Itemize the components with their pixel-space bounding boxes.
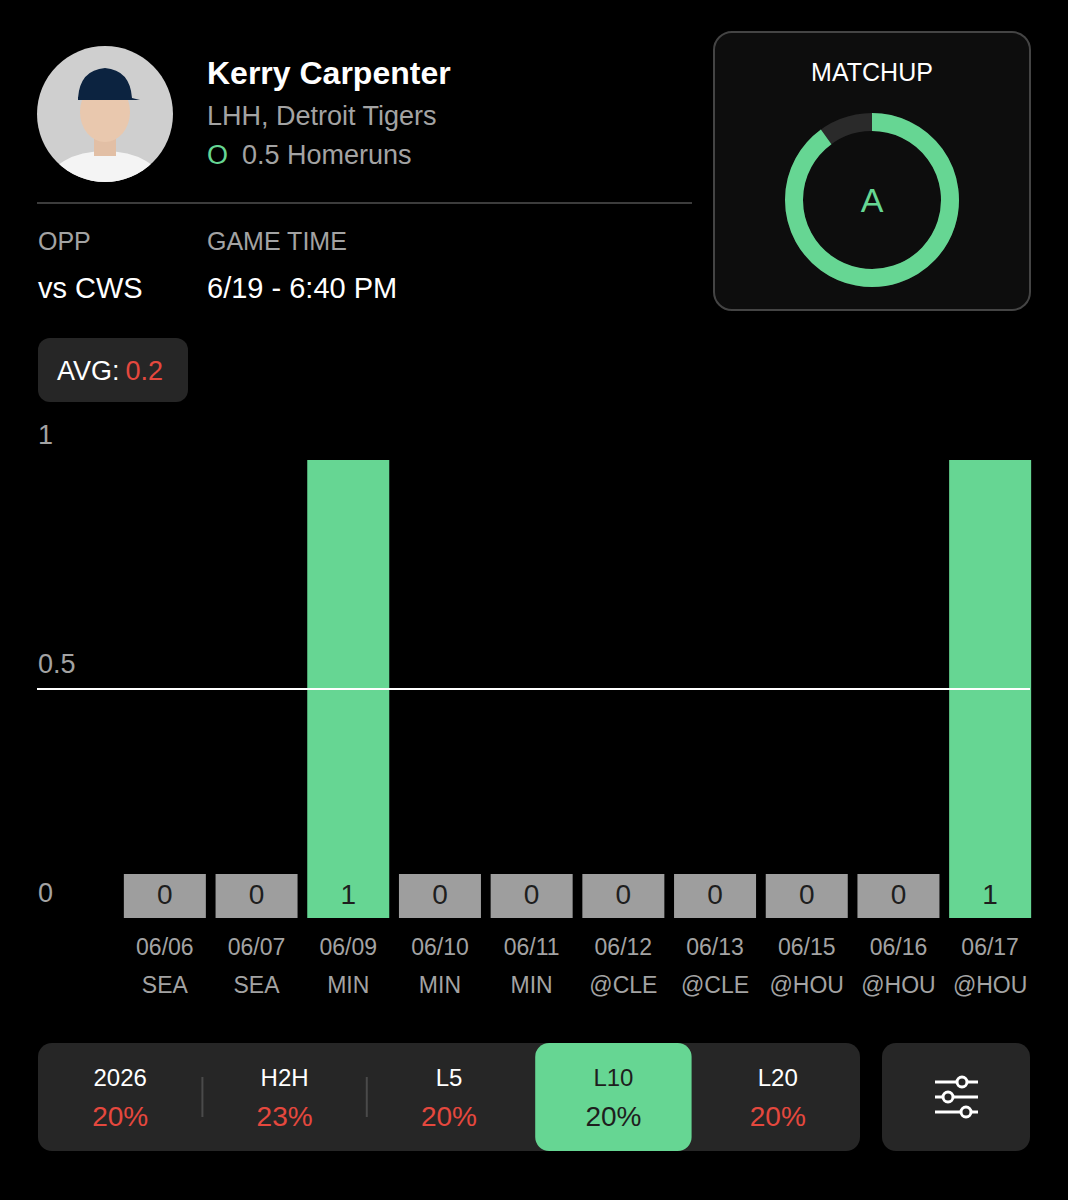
prop-marker: O — [207, 140, 228, 170]
tab-divider — [366, 1077, 368, 1117]
x-tick-label: 06/07 SEA — [228, 934, 286, 998]
x-tick-label: 06/06 SEA — [136, 934, 194, 998]
x-tick-line: 06/09 — [319, 934, 377, 960]
x-tick-label: 06/10 MIN — [411, 934, 469, 998]
x-tick-line: 06/16 — [870, 934, 928, 960]
team: LHH, Detroit Tigers — [207, 101, 437, 131]
data-label: 0 — [616, 879, 632, 910]
avatar-figure — [47, 68, 163, 219]
x-tick-label: 06/13 @CLE — [681, 934, 749, 998]
avatar-cap — [78, 68, 140, 100]
data-label: 0 — [707, 879, 723, 910]
avg-label: AVG: — [57, 356, 120, 386]
opp-label: OPP — [38, 227, 91, 255]
tab-label: L10 — [593, 1064, 633, 1091]
slider-line — [935, 1096, 978, 1099]
slider-knob — [957, 1077, 967, 1087]
x-tick-line: SEA — [142, 972, 189, 998]
data-label: 0 — [799, 879, 815, 910]
bar — [216, 874, 298, 918]
x-tick-line: 06/07 — [228, 934, 286, 960]
y-tick-label: 0.5 — [38, 649, 76, 679]
settings-icon — [935, 1077, 978, 1117]
divider — [37, 202, 692, 204]
settings-button[interactable] — [882, 1043, 1030, 1151]
tab-value: 20% — [421, 1101, 477, 1132]
x-tick-line: @CLE — [589, 972, 657, 998]
tab[interactable] — [696, 1043, 860, 1151]
data-label: 1 — [340, 879, 356, 910]
game-time: 6/19 - 6:40 PM — [207, 272, 397, 304]
x-tick-line: MIN — [419, 972, 461, 998]
data-label: 0 — [432, 879, 448, 910]
tab-bar — [38, 1043, 860, 1151]
x-tick-line: @CLE — [681, 972, 749, 998]
x-tick-label: 06/16 @HOU — [861, 934, 935, 998]
data-label: 0 — [157, 879, 173, 910]
slider-knob — [961, 1107, 971, 1117]
x-tick-line: @HOU — [770, 972, 844, 998]
bar — [674, 874, 756, 918]
tab-divider — [201, 1077, 203, 1117]
x-tick-line: 06/12 — [595, 934, 653, 960]
x-tick-label: 06/09 MIN — [319, 934, 377, 998]
threshold-line — [37, 688, 1030, 690]
tab[interactable] — [367, 1043, 531, 1151]
player-name: Kerry Carpenter — [207, 55, 451, 91]
y-tick-label: 0 — [38, 878, 53, 908]
matchup-ring — [794, 122, 950, 278]
x-tick-label: 06/11 MIN — [504, 934, 560, 998]
tab-value: 20% — [750, 1101, 806, 1132]
tab-value: 23% — [257, 1101, 313, 1132]
x-tick-line: MIN — [511, 972, 553, 998]
tab-value: 20% — [92, 1101, 148, 1132]
bar — [491, 874, 573, 918]
tab-label: L20 — [758, 1064, 798, 1091]
x-tick-label: 06/17 @HOU — [953, 934, 1027, 998]
matchup-label: MATCHUP — [811, 58, 933, 86]
x-tick-line: 06/17 — [961, 934, 1019, 960]
bar — [399, 874, 481, 918]
opp: vs CWS — [38, 272, 143, 304]
tab[interactable] — [38, 1043, 202, 1151]
avg-pill — [38, 338, 188, 402]
data-label: 1 — [982, 879, 998, 910]
prop: 0.5 Homeruns — [242, 140, 412, 170]
matchup-box — [714, 32, 1030, 310]
tab[interactable] — [202, 1043, 366, 1151]
x-tick-line: 06/11 — [504, 934, 560, 960]
tab-label: 2026 — [94, 1064, 147, 1091]
bar — [582, 874, 664, 918]
x-tick-line: 06/06 — [136, 934, 194, 960]
tab-value: 20% — [585, 1101, 641, 1132]
matchup-grade: A — [861, 181, 884, 219]
avatar — [37, 46, 173, 219]
tab-label: L5 — [436, 1064, 463, 1091]
tab-selected[interactable] — [535, 1043, 691, 1151]
background — [0, 0, 1068, 1200]
data-label: 0 — [249, 879, 265, 910]
x-tick-line: @HOU — [861, 972, 935, 998]
data-label: 0 — [891, 879, 907, 910]
x-tick-line: MIN — [327, 972, 369, 998]
avatar-body — [47, 151, 163, 219]
x-tick-line: @HOU — [953, 972, 1027, 998]
tab-label: H2H — [261, 1064, 309, 1091]
x-tick-label: 06/15 @HOU — [770, 934, 844, 998]
bar — [857, 874, 939, 918]
x-tick-line: SEA — [234, 972, 281, 998]
slider-knob — [943, 1092, 953, 1102]
bar — [766, 874, 848, 918]
matchup-ring-track — [794, 122, 950, 278]
time-label: GAME TIME — [207, 227, 347, 255]
page: Kerry Carpenter LHH, Detroit Tigers O 0.5 H… — [0, 0, 1068, 1200]
avg-value: 0.2 — [126, 356, 164, 386]
x-tick-line: 06/10 — [411, 934, 469, 960]
x-tick-line: 06/13 — [686, 934, 744, 960]
bar — [124, 874, 206, 918]
x-tick-line: 06/15 — [778, 934, 836, 960]
data-label: 0 — [524, 879, 540, 910]
y-tick-label: 1 — [38, 420, 53, 450]
x-tick-label: 06/12 @CLE — [589, 934, 657, 998]
